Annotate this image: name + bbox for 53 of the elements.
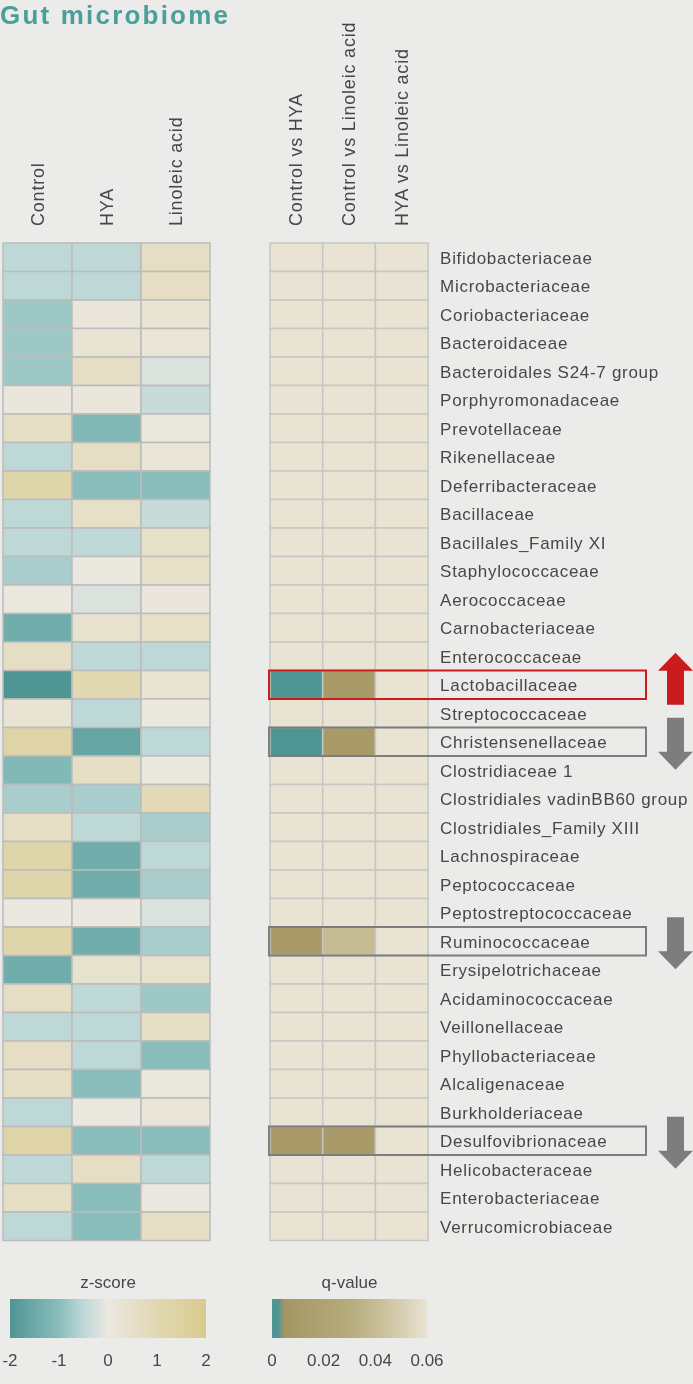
color-bar-label: 0.04 xyxy=(358,1351,392,1370)
y-tick-label: Clostridiaceae 1 xyxy=(440,761,574,781)
y-tick-label: Bacteroidaceae xyxy=(440,334,569,354)
x-tick-label: HYA vs Linoleic acid xyxy=(391,48,412,226)
x-tick-label: HYA xyxy=(96,187,117,226)
y-tick-label: Rikenellaceae xyxy=(440,448,556,468)
y-tick-label: Porphyromonadaceae xyxy=(440,391,620,411)
y-tick-label: Burkholderiaceae xyxy=(440,1103,584,1123)
color-bar-label: 2 xyxy=(201,1351,211,1370)
y-tick-label: Bifidobacteriaceae xyxy=(440,248,593,268)
x-tick-label: Control vs HYA xyxy=(286,93,307,226)
y-tick-label: Coriobacteriaceae xyxy=(440,305,590,325)
y-tick-label: Christensenellaceae xyxy=(440,733,608,753)
y-tick-label: Aerococcaceae xyxy=(440,590,567,610)
color-bar-label: 0.06 xyxy=(410,1351,444,1370)
y-tick-label: Carnobacteriaceae xyxy=(440,619,596,639)
y-tick-label: Clostridiales vadinBB60 group xyxy=(440,790,689,810)
chart-title: Gut microbiome xyxy=(0,0,231,30)
y-tick-label: Lachnospiraceae xyxy=(440,847,581,867)
y-tick-label: Ruminococcaceae xyxy=(440,932,591,952)
y-tick-label: Peptostreptococcaceae xyxy=(440,904,633,924)
y-tick-label: Bacteroidales S24-7 group xyxy=(440,362,659,382)
x-tick-label: Control xyxy=(27,162,48,226)
color-bar-label: 0 xyxy=(267,1351,277,1370)
y-tick-label: Desulfovibrionaceae xyxy=(440,1132,608,1152)
color-bar-label: -1 xyxy=(51,1351,67,1370)
y-tick-label: Staphylococcaceae xyxy=(440,562,600,582)
y-tick-label: Prevotellaceae xyxy=(440,419,563,439)
color-bar-title: z-score xyxy=(80,1273,136,1292)
y-tick-label: Deferribacteraceae xyxy=(440,476,598,496)
x-tick-label: Control vs Linoleic acid xyxy=(339,21,360,226)
y-tick-label: Microbacteriaceae xyxy=(440,277,591,297)
y-tick-label: Alcaligenaceae xyxy=(440,1075,566,1095)
y-tick-label: Verrucomicrobiaceae xyxy=(440,1217,614,1237)
y-tick-label: Erysipelotrichaceae xyxy=(440,961,602,981)
x-tick-label: Linoleic acid xyxy=(165,116,186,226)
y-tick-label: Enterobacteriaceae xyxy=(440,1189,601,1209)
y-tick-label: Helicobacteraceae xyxy=(440,1160,593,1180)
y-tick-label: Bacillales_Family XI xyxy=(440,533,607,553)
y-tick-label: Phyllobacteriaceae xyxy=(440,1046,597,1066)
y-tick-label: Peptococcaceae xyxy=(440,875,576,895)
color-bar-label: -2 xyxy=(2,1351,18,1370)
y-tick-label: Streptococcaceae xyxy=(440,704,588,724)
color-bar-label: 0 xyxy=(103,1351,113,1370)
y-tick-label: Enterococcaceae xyxy=(440,647,582,667)
y-tick-label: Acidaminococcaceae xyxy=(440,989,614,1009)
y-tick-label: Clostridiales_Family XIII xyxy=(440,818,640,838)
color-bar-label: 1 xyxy=(152,1351,162,1370)
y-tick-label: Bacillaceae xyxy=(440,505,535,525)
y-tick-label: Veillonellaceae xyxy=(440,1018,565,1038)
color-bar-title: q-value xyxy=(321,1273,378,1292)
color-bar-label: 0.02 xyxy=(307,1351,341,1370)
y-tick-label: Lactobacillaceae xyxy=(440,676,578,696)
